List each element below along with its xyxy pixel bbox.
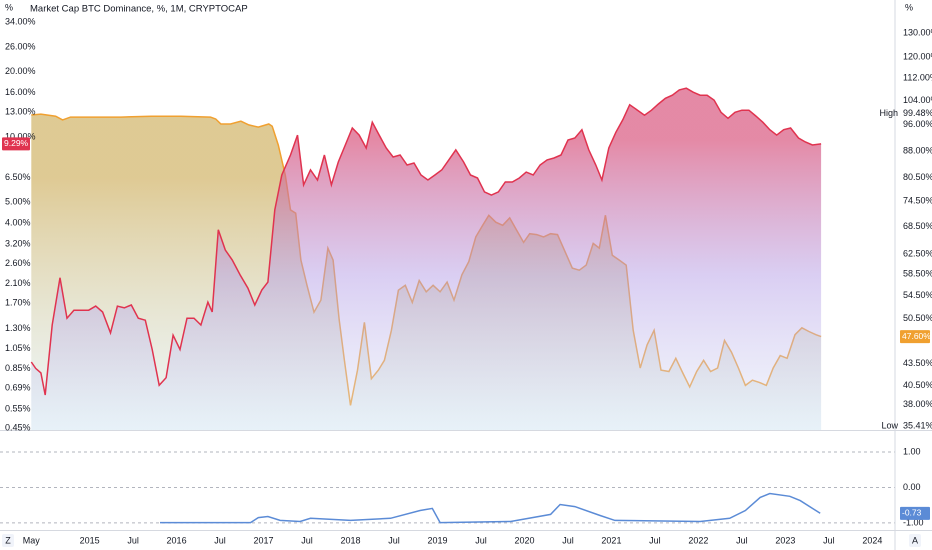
- button-label[interactable]: Z: [5, 535, 11, 545]
- y-tick-label: 16.00%: [5, 87, 36, 97]
- plot-area: [0, 87, 895, 524]
- series-area: [31, 88, 822, 430]
- x-tick-label: Jul: [649, 535, 661, 545]
- x-tick-label: 2018: [341, 535, 361, 545]
- y-tick-label: 1.05%: [5, 343, 31, 353]
- y-tick-label: -1.00: [903, 517, 924, 527]
- x-tick-label: Jul: [301, 535, 313, 545]
- x-tick-label: 2021: [601, 535, 621, 545]
- y2-tick-label: 112.00%: [903, 72, 932, 82]
- y2-tick-label: 54.50%: [903, 290, 932, 300]
- x-tick-label: 2017: [254, 535, 274, 545]
- y2-tick-label: 130.00%: [903, 27, 932, 37]
- button[interactable]: [2, 534, 14, 547]
- y-tick-label: 0.00: [903, 482, 921, 492]
- y-tick-label: 13.00%: [5, 107, 36, 117]
- y2-tick-label: 40.50%: [903, 380, 932, 390]
- y2-axis-label: %: [905, 2, 913, 12]
- y-axis-label: %: [5, 2, 13, 12]
- annotation-value: 35.41%: [903, 420, 932, 430]
- y2-tick-label: 38.00%: [903, 399, 932, 409]
- y-tick-label: 1.00: [903, 446, 921, 456]
- x-tick-label: Jul: [823, 535, 835, 545]
- y2-tick-label: 50.50%: [903, 313, 932, 323]
- y-tick-label: 0.55%: [5, 404, 31, 414]
- price-badge-label: -0.73: [902, 508, 922, 518]
- y2-tick-label: 88.00%: [903, 145, 932, 155]
- y-tick-label: 10.00%: [5, 131, 36, 141]
- y2-tick-label: 74.50%: [903, 196, 932, 206]
- x-tick-label: 2015: [80, 535, 100, 545]
- price-badge: [2, 137, 30, 151]
- y-tick-label: 3.20%: [5, 238, 31, 248]
- price-badge: [900, 506, 930, 520]
- x-tick-label: 2016: [167, 535, 187, 545]
- x-tick-label: Jul: [475, 535, 487, 545]
- annotation-value: 99.48%: [903, 108, 932, 118]
- y2-tick-label: 62.50%: [903, 249, 932, 259]
- y-tick-label: 34.00%: [5, 16, 36, 26]
- y-tick-label: 1.70%: [5, 298, 31, 308]
- y2-tick-label: 104.00%: [903, 95, 932, 105]
- y-tick-label: 0.45%: [5, 422, 31, 432]
- y2-tick-label: 43.50%: [903, 358, 932, 368]
- y-tick-label: 2.10%: [5, 278, 31, 288]
- x-tick-label: 2022: [688, 535, 708, 545]
- y2-tick-label: 96.00%: [903, 119, 932, 129]
- button-label[interactable]: A: [912, 535, 918, 545]
- x-tick-label: Jul: [214, 535, 226, 545]
- button[interactable]: [909, 534, 921, 547]
- y-tick-label: 20.00%: [5, 66, 36, 76]
- price-badge: [900, 330, 930, 344]
- y2-tick-label: 58.50%: [903, 269, 932, 279]
- y-tick-label: 0.69%: [5, 382, 31, 392]
- y2-tick-label: 120.00%: [903, 52, 932, 62]
- series-line: [160, 492, 821, 524]
- price-badge-label: 47.60%: [902, 331, 931, 341]
- y-tick-label: 0.85%: [5, 363, 31, 373]
- chart-title: Market Cap BTC Dominance, %, 1M, CRYPTOC…: [30, 4, 248, 15]
- x-tick-label: Jul: [736, 535, 748, 545]
- annotation-label: High: [879, 108, 898, 118]
- price-badge-label: 9.29%: [4, 138, 29, 148]
- x-tick-label: 2019: [427, 535, 447, 545]
- y-tick-label: 2.60%: [5, 258, 31, 268]
- x-tick-label: Jul: [127, 535, 139, 545]
- y-tick-label: 6.50%: [5, 172, 31, 182]
- y-tick-label: 1.30%: [5, 323, 31, 333]
- x-tick-label: 2024: [862, 535, 882, 545]
- x-tick-label: 2023: [775, 535, 795, 545]
- x-tick-label: Jul: [388, 535, 400, 545]
- series-line: [30, 87, 822, 396]
- y2-tick-label: 80.50%: [903, 172, 932, 182]
- y2-tick-label: 68.50%: [903, 221, 932, 231]
- y-tick-label: 26.00%: [5, 42, 36, 52]
- x-tick-label: May: [23, 535, 41, 545]
- annotation-label: Low: [881, 420, 898, 430]
- x-tick-label: 2020: [514, 535, 534, 545]
- y-tick-label: 5.00%: [5, 196, 31, 206]
- x-tick-label: Jul: [562, 535, 574, 545]
- y-tick-label: 4.00%: [5, 217, 31, 227]
